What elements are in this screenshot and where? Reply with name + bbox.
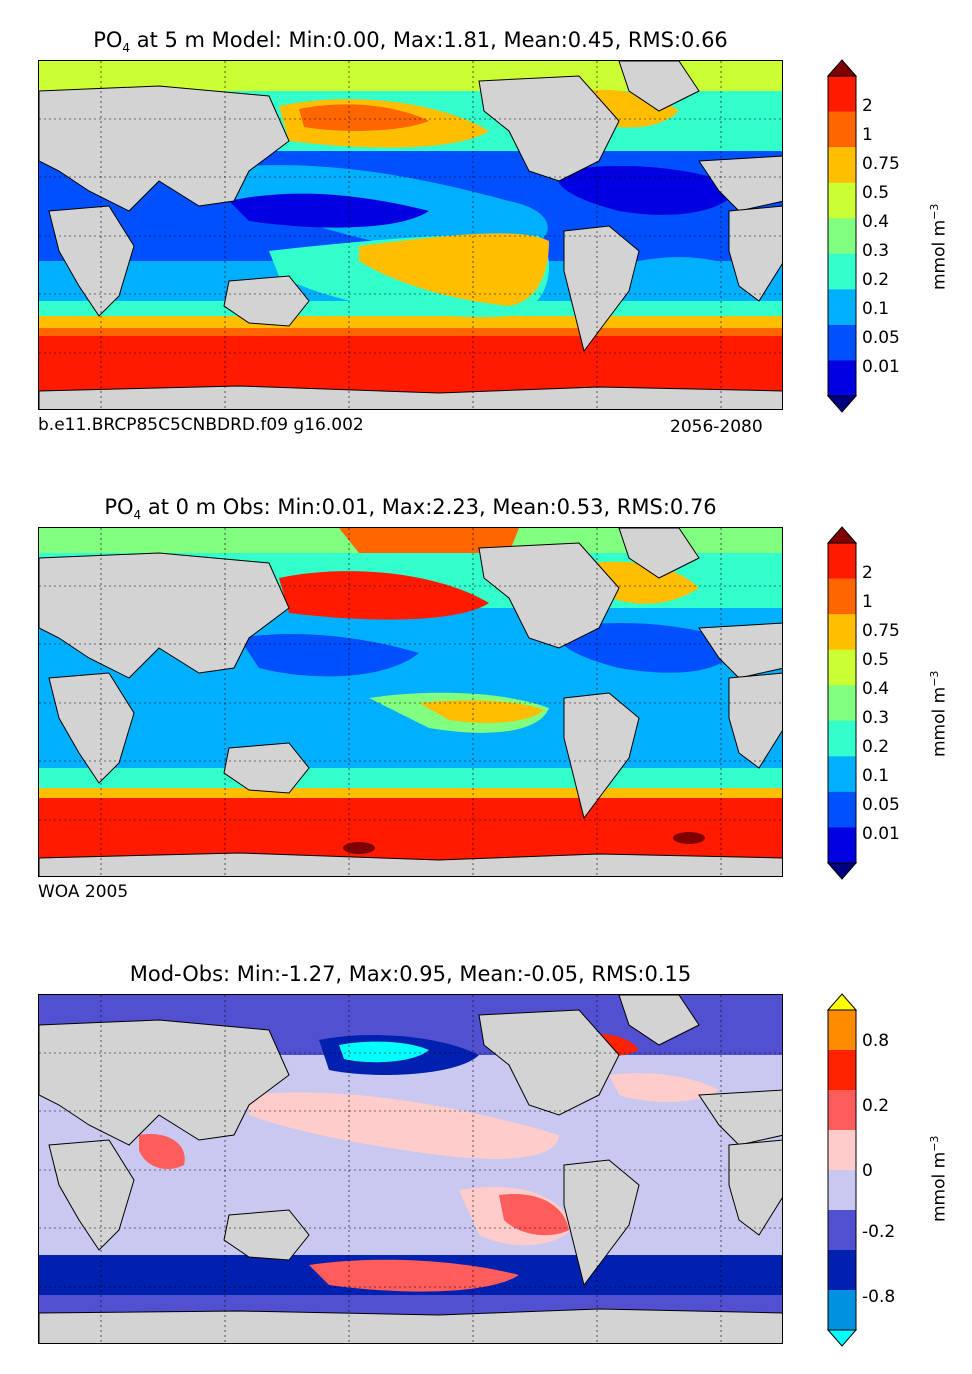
colorbar-segment [828, 1250, 856, 1291]
panel2-tick: 1 [862, 592, 873, 612]
panel1-tick: 0.5 [862, 183, 890, 203]
colorbar-frame [827, 542, 857, 864]
panel2-tick: 0.3 [862, 708, 890, 728]
colorbar-segment [828, 578, 856, 615]
colorbar-segment [828, 1290, 856, 1331]
colorbar-segment [828, 253, 856, 290]
panel3-map [38, 994, 783, 1344]
colorbar-frame [827, 1009, 857, 1331]
panel1-map [38, 60, 783, 410]
panel3-colorbar [826, 993, 858, 1347]
colorbar-segment [828, 756, 856, 793]
colorbar-frame [827, 75, 857, 397]
panel1-tick: 2 [862, 96, 873, 116]
panel1-tick: 0.75 [862, 154, 900, 174]
panel1-period-label: 2056-2080 [670, 417, 763, 437]
panel2-tick: 0.2 [862, 737, 890, 757]
panel1-tick: 0.4 [862, 212, 890, 232]
colorbar-bottom-arrow [826, 395, 858, 413]
panel2-map [38, 527, 783, 877]
panel3-title: Mod-Obs: Min:-1.27, Max:0.95, Mean:-0.05… [129, 962, 692, 986]
panel3-tick: 0 [862, 1161, 873, 1181]
panel1-tick: 0.01 [862, 357, 900, 377]
panel2-tick: 0.05 [862, 795, 900, 815]
panel2-tick: 0.1 [862, 766, 890, 786]
colorbar-segment [828, 685, 856, 722]
panel3-tick: 0.2 [862, 1096, 890, 1116]
colorbar-segment [828, 76, 856, 113]
panel1-tick: 0.3 [862, 241, 890, 261]
colorbar-segment [828, 147, 856, 184]
colorbar-segment [828, 111, 856, 148]
panel2-colorbar [826, 526, 858, 880]
colorbar-segment [828, 1010, 856, 1051]
colorbar-top-arrow [826, 59, 858, 77]
colorbar-segment [828, 720, 856, 757]
panel2-tick: 2 [862, 563, 873, 583]
panel1-unit-label: mmol m−3 [928, 203, 950, 290]
colorbar-segment [828, 1050, 856, 1091]
panel1-tick: 0.05 [862, 328, 900, 348]
colorbar-segment [828, 614, 856, 651]
panel2-unit-label: mmol m−3 [928, 670, 950, 757]
panel3-unit-label: mmol m−3 [928, 1135, 950, 1222]
colorbar-bottom-arrow [826, 862, 858, 880]
colorbar-segment [828, 543, 856, 580]
colorbar-segment [828, 1170, 856, 1211]
colorbar-top-arrow [826, 993, 858, 1011]
colorbar-segment [828, 1210, 856, 1251]
colorbar-segment [828, 1090, 856, 1131]
colorbar-segment [828, 1130, 856, 1171]
colorbar-segment [828, 827, 856, 864]
panel1-tick: 1 [862, 125, 873, 145]
panel2-title: PO4 at 0 m Obs: Min:0.01, Max:2.23, Mean… [104, 495, 717, 523]
panel1-tick: 0.2 [862, 270, 890, 290]
colorbar-segment [828, 649, 856, 686]
colorbar-segment [828, 182, 856, 219]
panel3-tick: -0.2 [862, 1222, 896, 1242]
panel3-tick: -0.8 [862, 1287, 896, 1307]
colorbar-segment [828, 360, 856, 397]
colorbar-bottom-arrow [826, 1329, 858, 1347]
colorbar-segment [828, 791, 856, 828]
colorbar-segment [828, 324, 856, 361]
panel1-tick: 0.1 [862, 299, 890, 319]
panel2-tick: 0.75 [862, 621, 900, 641]
panel1-title: PO4 at 5 m Model: Min:0.00, Max:1.81, Me… [93, 28, 728, 56]
panel2-source-label: WOA 2005 [38, 882, 129, 902]
panel2-tick: 0.5 [862, 650, 890, 670]
panel1-colorbar [826, 59, 858, 413]
colorbar-top-arrow [826, 526, 858, 544]
panel3-tick: 0.8 [862, 1031, 890, 1051]
panel2-tick: 0.01 [862, 824, 900, 844]
panel2-tick: 0.4 [862, 679, 890, 699]
colorbar-segment [828, 289, 856, 326]
colorbar-segment [828, 218, 856, 255]
panel1-case-label: b.e11.BRCP85C5CNBDRD.f09 g16.002 [38, 415, 364, 435]
